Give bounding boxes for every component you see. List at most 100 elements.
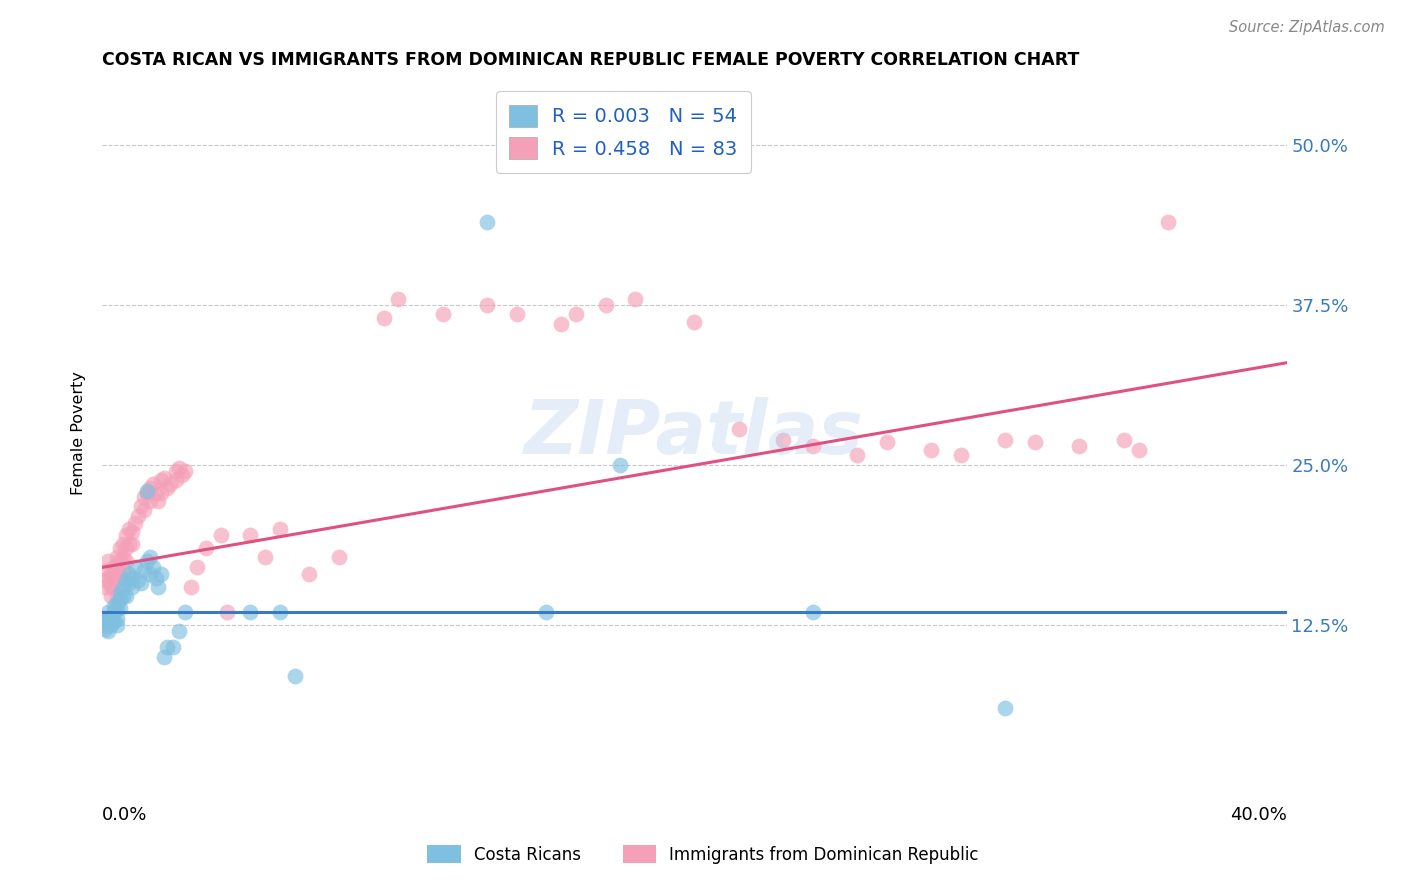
Point xyxy=(150,486,173,500)
Point xyxy=(609,458,631,472)
Point xyxy=(97,554,120,568)
Point xyxy=(138,566,160,581)
Legend: Costa Ricans, Immigrants from Dominican Republic: Costa Ricans, Immigrants from Dominican … xyxy=(420,838,986,871)
Point xyxy=(595,298,617,312)
Y-axis label: Female Poverty: Female Poverty xyxy=(72,371,86,495)
Point xyxy=(298,566,321,581)
Point xyxy=(1112,433,1135,447)
Point xyxy=(373,310,395,325)
Point xyxy=(100,580,122,594)
Point xyxy=(475,215,498,229)
Point xyxy=(105,601,128,615)
Point xyxy=(949,448,972,462)
Point xyxy=(145,571,167,585)
Point xyxy=(1157,215,1180,229)
Point xyxy=(148,494,170,508)
Point xyxy=(156,481,179,495)
Point xyxy=(103,599,125,613)
Point xyxy=(920,442,942,457)
Point xyxy=(194,541,217,556)
Point xyxy=(111,589,134,603)
Point xyxy=(550,318,572,332)
Point xyxy=(254,550,277,565)
Point xyxy=(138,481,160,495)
Point xyxy=(387,292,409,306)
Point xyxy=(105,563,128,577)
Point xyxy=(94,580,117,594)
Point xyxy=(127,573,149,587)
Point xyxy=(94,611,117,625)
Text: Source: ZipAtlas.com: Source: ZipAtlas.com xyxy=(1229,20,1385,35)
Point xyxy=(269,522,291,536)
Point xyxy=(100,575,122,590)
Text: 40.0%: 40.0% xyxy=(1230,806,1286,824)
Point xyxy=(727,422,749,436)
Point xyxy=(156,640,179,654)
Point xyxy=(1069,439,1091,453)
Point xyxy=(111,550,134,565)
Point xyxy=(105,573,128,587)
Point xyxy=(475,298,498,312)
Point xyxy=(115,554,138,568)
Point xyxy=(105,589,128,603)
Point xyxy=(103,605,125,619)
Legend: R = 0.003   N = 54, R = 0.458   N = 83: R = 0.003 N = 54, R = 0.458 N = 83 xyxy=(496,91,751,173)
Point xyxy=(141,560,163,574)
Point xyxy=(215,605,238,619)
Point xyxy=(121,571,143,585)
Point xyxy=(100,589,122,603)
Point xyxy=(124,516,146,530)
Point xyxy=(103,614,125,628)
Point xyxy=(100,566,122,581)
Point xyxy=(97,614,120,628)
Point xyxy=(159,477,181,491)
Point xyxy=(132,490,155,504)
Point xyxy=(186,560,208,574)
Point xyxy=(97,563,120,577)
Point xyxy=(162,640,184,654)
Point xyxy=(121,524,143,539)
Point xyxy=(100,614,122,628)
Point xyxy=(135,554,157,568)
Point xyxy=(97,605,120,619)
Point xyxy=(127,509,149,524)
Point xyxy=(111,563,134,577)
Point xyxy=(165,465,187,479)
Point xyxy=(100,609,122,624)
Point xyxy=(536,605,558,619)
Point xyxy=(994,701,1017,715)
Point xyxy=(124,560,146,574)
Text: 0.0%: 0.0% xyxy=(103,806,148,824)
Point xyxy=(432,307,454,321)
Point xyxy=(167,460,190,475)
Point xyxy=(132,563,155,577)
Point xyxy=(135,483,157,498)
Point xyxy=(269,605,291,619)
Point xyxy=(94,622,117,636)
Point xyxy=(103,580,125,594)
Point xyxy=(103,560,125,574)
Point xyxy=(138,494,160,508)
Point xyxy=(103,571,125,585)
Point xyxy=(108,566,131,581)
Point xyxy=(94,618,117,632)
Point xyxy=(180,580,202,594)
Point xyxy=(1024,435,1046,450)
Point xyxy=(129,575,152,590)
Point xyxy=(772,433,794,447)
Point xyxy=(1128,442,1150,457)
Point xyxy=(284,669,307,683)
Point xyxy=(135,486,157,500)
Point xyxy=(108,586,131,600)
Point xyxy=(801,439,824,453)
Point xyxy=(108,592,131,607)
Text: ZIPatlas: ZIPatlas xyxy=(524,397,865,469)
Point xyxy=(115,573,138,587)
Point xyxy=(624,292,647,306)
Point xyxy=(108,554,131,568)
Point xyxy=(129,499,152,513)
Point xyxy=(876,435,898,450)
Point xyxy=(167,624,190,639)
Point xyxy=(121,537,143,551)
Point xyxy=(108,601,131,615)
